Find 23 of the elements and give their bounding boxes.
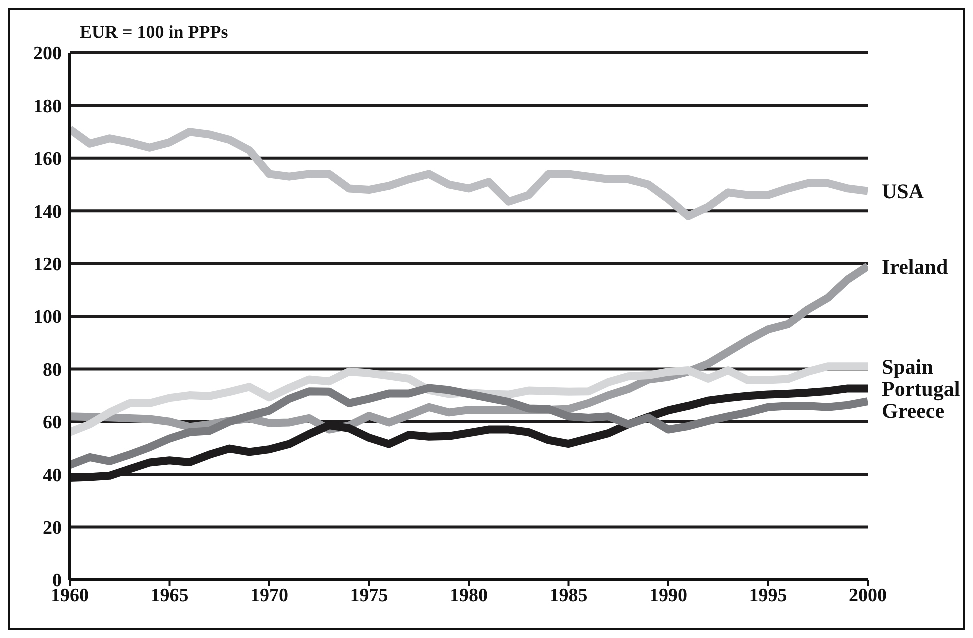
series-label: Spain: [882, 354, 934, 379]
x-tick-label: 1970: [250, 585, 288, 606]
y-tick-label: 20: [43, 518, 62, 540]
y-tick-label: 140: [34, 202, 62, 223]
x-tick-label: 1990: [650, 585, 688, 606]
y-tick-label: 160: [34, 149, 62, 170]
y-tick-label: 100: [34, 307, 62, 328]
y-tick-label: 60: [43, 412, 62, 434]
x-tick-label: 1975: [350, 585, 388, 606]
y-tick-label: 200: [34, 44, 62, 65]
y-tick-label: 80: [43, 360, 62, 381]
x-tick-label: 1985: [550, 585, 588, 606]
y-axis-title: EUR = 100 in PPPs: [80, 22, 228, 43]
y-tick-label: 120: [34, 254, 62, 276]
x-tick-label: 2000: [849, 585, 887, 606]
series-label: Portugal: [882, 377, 960, 402]
series-label: Ireland: [882, 254, 948, 279]
series-label: USA: [882, 180, 925, 204]
y-tick-label: 40: [43, 465, 62, 486]
x-tick-label: 1980: [450, 585, 488, 606]
x-tick-label: 1995: [749, 585, 788, 606]
y-tick-label: 180: [34, 96, 62, 118]
x-tick-label: 1965: [150, 585, 189, 606]
